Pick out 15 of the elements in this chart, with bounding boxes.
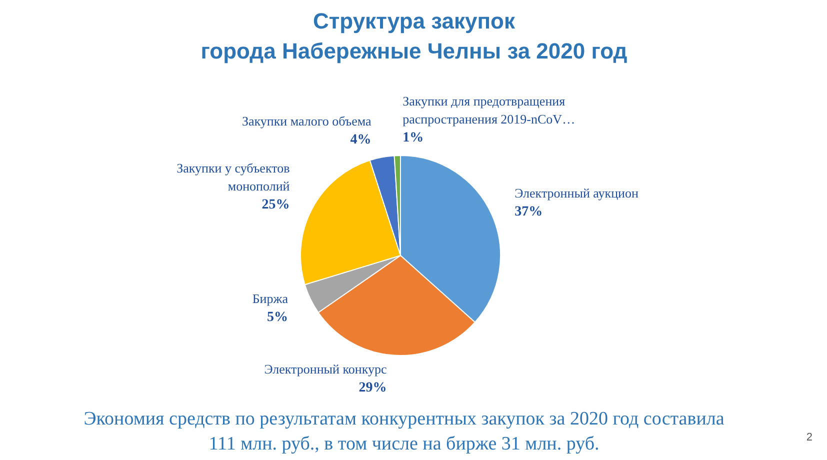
slice-label: Электронный конкурс	[264, 361, 387, 376]
data-label: 29%	[358, 380, 387, 396]
slice-label: Закупки малого объема	[242, 114, 372, 129]
slice-label: Закупки у субъектов монополий	[176, 160, 290, 194]
text: Экономия средств по результатам конкурентных закупок за 2020 год составила 111 млн. руб., в том числе на бирже 31 млн. руб.	[84, 408, 725, 454]
data-label: 25%	[262, 198, 290, 213]
data-label: 1%	[402, 130, 424, 146]
slice-label: Закупки для предотвращения распространения 2019-nCoV…	[402, 94, 576, 127]
slice-label: Биржа	[252, 290, 288, 306]
data-label: 4%	[350, 132, 372, 148]
data-label: 5%	[267, 310, 288, 325]
chart-title: Структура закупок города Набережные Челны за 2020 год	[200, 8, 628, 64]
text: 2	[806, 432, 813, 444]
data-label: 37%	[514, 204, 543, 220]
slice-label: Электронный аукцион	[514, 186, 638, 201]
